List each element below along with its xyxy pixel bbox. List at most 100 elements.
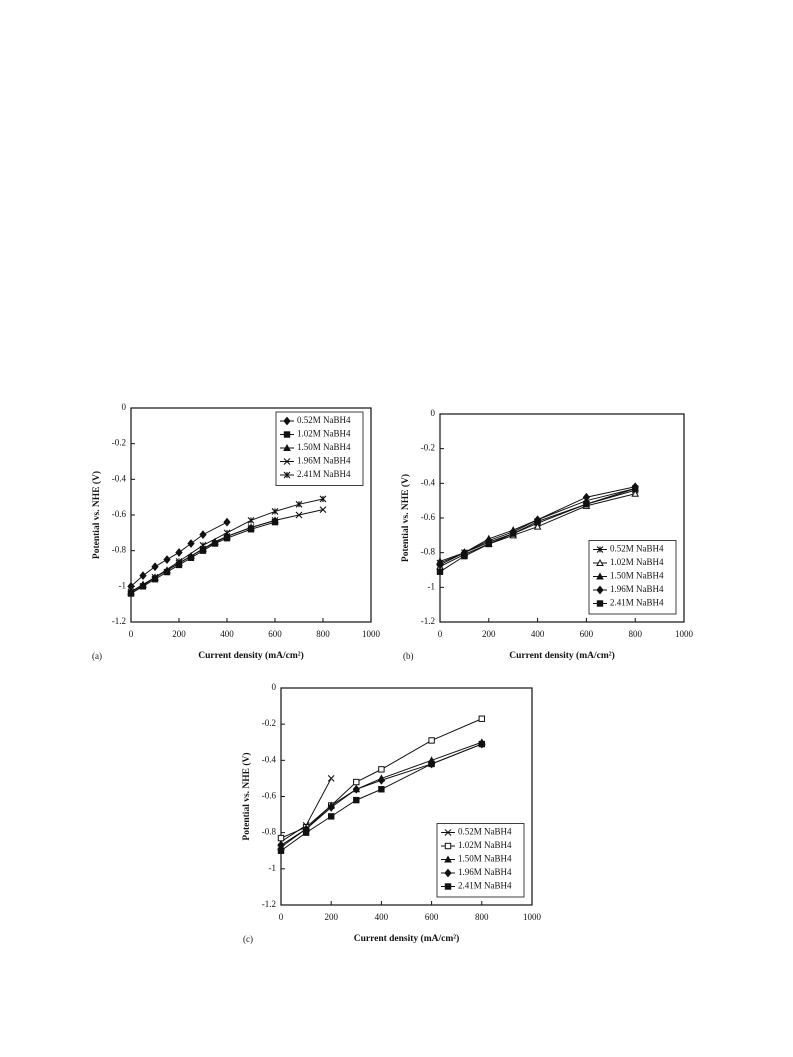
marker [223,517,231,527]
x-tick-label: 200 [172,629,186,639]
legend-label: 2.41M NaBH4 [297,469,351,479]
marker [436,568,444,575]
marker [327,775,335,782]
marker [175,548,183,557]
y-tick-label: -0.8 [262,827,277,837]
marker [283,443,291,451]
marker [327,802,335,812]
marker [175,557,183,565]
y-tick-label: -0.8 [112,545,127,555]
x-tick-label: 0 [438,629,443,639]
x-tick-label: 1000 [523,912,542,922]
marker [139,571,147,581]
panel-label: (b) [403,651,414,661]
x-tick-label: 400 [220,629,234,639]
x-tick-label: 0 [279,912,284,922]
legend-label: 0.52M NaBH4 [458,827,512,837]
legend-label: 1.96M NaBH4 [610,584,664,594]
marker [533,522,542,530]
x-axis-label: Current density (mA/cm²) [198,650,304,661]
marker [378,766,385,773]
marker [151,562,159,572]
x-tick-label: 200 [324,912,338,922]
marker [428,737,435,744]
legend-label: 0.52M NaBH4 [610,544,664,554]
legend-label: 1.50M NaBH4 [297,442,351,452]
marker [319,506,327,514]
y-axis-label: Potential vs. NHE (V) [91,471,102,559]
marker [596,600,604,607]
legend-label: 1.96M NaBH4 [297,456,351,466]
y-tick-label: -0.4 [421,477,436,487]
x-tick-label: 800 [628,629,642,639]
legend-box [275,411,364,486]
x-axis-label: Current density (mA/cm²) [509,650,615,661]
y-tick-label: 0 [272,682,277,692]
legend-label: 2.41M NaBH4 [610,598,664,608]
marker [444,855,452,863]
marker [283,471,291,479]
legend-label: 1.02M NaBH4 [610,557,664,567]
x-tick-label: 600 [580,629,594,639]
marker [328,813,335,820]
marker [352,784,360,794]
marker [596,558,604,566]
marker [271,516,279,524]
y-tick-label: -0.4 [262,754,277,764]
marker [596,572,604,580]
x-tick-label: 400 [375,912,389,922]
y-axis-label: Potential vs. NHE (V) [241,752,252,840]
marker [428,760,435,768]
x-tick-label: 600 [425,912,439,922]
marker [378,786,385,793]
y-tick-label: -1.2 [112,616,126,626]
panel-label: (a) [92,651,102,661]
x-tick-label: 600 [268,629,282,639]
legend-label: 0.52M NaBH4 [297,415,351,425]
marker [631,489,640,497]
legend-label: 1.50M NaBH4 [458,854,512,864]
marker [295,511,303,519]
marker [247,516,255,524]
marker [353,796,360,804]
legend-label: 1.02M NaBH4 [297,429,351,439]
x-tick-label: 800 [316,629,330,639]
marker [277,834,285,842]
legend-label: 1.50M NaBH4 [610,571,664,581]
marker [187,539,195,548]
marker [377,775,386,785]
y-tick-label: -0.2 [421,443,435,453]
marker [283,431,291,438]
y-tick-label: -0.2 [262,718,276,728]
marker [247,524,255,531]
y-tick-label: 0 [431,408,436,418]
marker [583,500,590,508]
legend-box [436,823,525,898]
marker [478,715,486,722]
marker [127,590,135,597]
x-tick-label: 400 [531,629,545,639]
marker [444,883,452,890]
marker [436,560,444,570]
marker [271,508,279,515]
marker [199,530,207,539]
legend-label: 2.41M NaBH4 [458,881,512,891]
legend-box [588,540,677,615]
marker [277,847,285,854]
marker [444,868,452,878]
marker [444,842,452,850]
y-tick-label: -0.6 [421,512,436,522]
y-tick-label: -1.2 [421,616,435,626]
marker [319,495,327,503]
marker [632,485,639,492]
y-tick-label: -1.2 [262,899,276,909]
marker [478,740,486,748]
y-tick-label: -0.6 [262,791,277,801]
y-tick-label: -0.4 [112,473,127,483]
x-tick-label: 200 [482,629,496,639]
y-tick-label: -0.8 [421,547,436,557]
x-tick-label: 0 [129,629,134,639]
series-line [130,498,324,594]
marker [510,530,517,537]
